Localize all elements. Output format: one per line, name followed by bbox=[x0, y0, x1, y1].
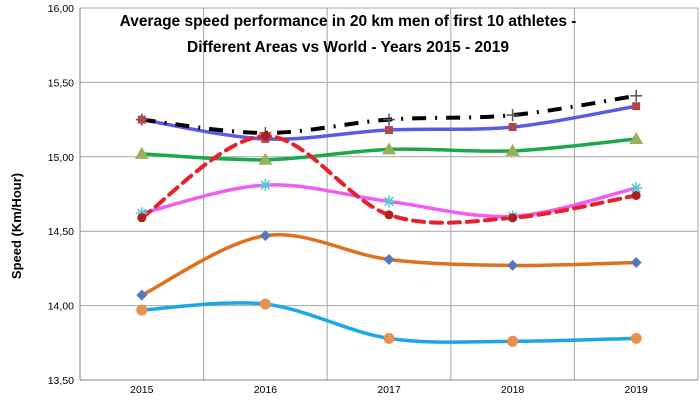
chart-title-line-1: Average speed performance in 20 km men o… bbox=[120, 13, 577, 30]
y-tick-label: 14,50 bbox=[48, 226, 74, 238]
data-point-s4-4 bbox=[631, 190, 641, 200]
data-point-s2-1 bbox=[258, 152, 273, 165]
x-tick-label: 2015 bbox=[130, 384, 154, 396]
y-axis-title: Speed (Km/Hour) bbox=[9, 173, 24, 279]
data-point-s6-0 bbox=[136, 304, 148, 316]
data-point-s1-0 bbox=[137, 115, 146, 124]
data-point-s4-0 bbox=[137, 213, 147, 223]
data-point-s1-3 bbox=[508, 123, 517, 132]
x-tick-label: 2016 bbox=[254, 384, 278, 396]
data-point-s4-2 bbox=[384, 210, 394, 220]
data-point-s2-3 bbox=[505, 143, 520, 156]
y-tick-label: 14,00 bbox=[48, 301, 74, 313]
data-point-s5-0 bbox=[136, 289, 148, 301]
x-tick-label: 2017 bbox=[377, 384, 401, 396]
data-point-s3-1 bbox=[259, 179, 272, 192]
axis-layer bbox=[79, 8, 698, 381]
y-tick-label: 16,00 bbox=[48, 3, 74, 15]
data-point-s3-2 bbox=[383, 195, 395, 208]
data-point-s4-1 bbox=[260, 131, 270, 141]
data-point-s2-4 bbox=[629, 131, 644, 144]
x-tick-labels: 2015 2016 2017 2018 2019 bbox=[130, 384, 648, 396]
marker-layer bbox=[134, 89, 644, 347]
data-point-s4-3 bbox=[508, 213, 518, 223]
y-tick-labels: 13,50 14,00 14,50 15,00 15,50 16,00 bbox=[48, 3, 74, 387]
data-point-s5-1 bbox=[259, 230, 271, 242]
data-point-s6-3 bbox=[507, 335, 519, 347]
data-point-s6-4 bbox=[630, 332, 642, 344]
chart-title-line-2: Different Areas vs World - Years 2015 - … bbox=[187, 39, 509, 56]
data-point-s5-4 bbox=[630, 256, 642, 268]
data-point-s0-3 bbox=[506, 109, 519, 122]
data-point-s2-0 bbox=[134, 146, 149, 159]
data-point-s6-2 bbox=[383, 332, 395, 344]
y-tick-label: 15,50 bbox=[48, 77, 74, 89]
data-point-s0-2 bbox=[383, 113, 395, 126]
data-point-s0-4 bbox=[630, 89, 643, 102]
grid-layer bbox=[80, 7, 699, 381]
data-point-s1-4 bbox=[632, 102, 641, 111]
data-point-s5-3 bbox=[507, 259, 519, 271]
data-point-s2-2 bbox=[382, 142, 396, 155]
x-tick-label: 2019 bbox=[625, 384, 649, 396]
x-tick-label: 2018 bbox=[501, 384, 525, 396]
data-point-s5-2 bbox=[383, 253, 395, 265]
data-point-s1-2 bbox=[385, 126, 393, 135]
y-tick-label: 13,50 bbox=[48, 375, 74, 387]
y-tick-label: 15,00 bbox=[48, 152, 74, 164]
data-point-s6-1 bbox=[259, 298, 271, 310]
